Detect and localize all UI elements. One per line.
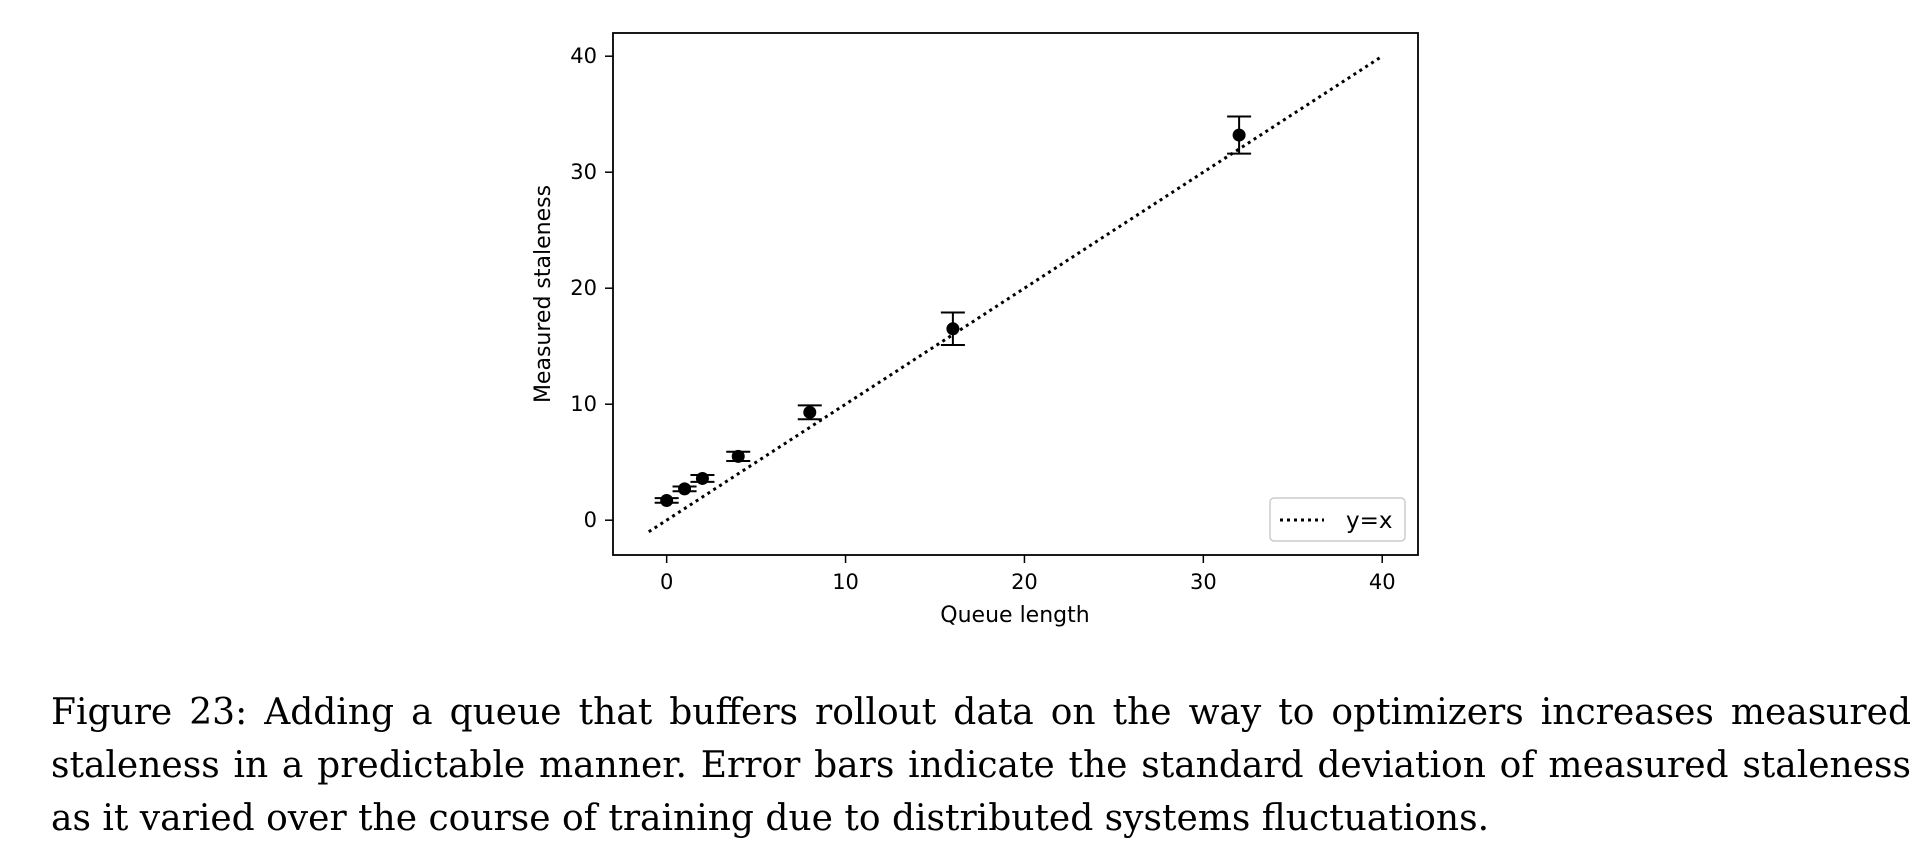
data-point [1232,128,1246,142]
staleness-chart: 0 10 20 30 40 0 10 20 30 40 Queue length Measured… [531,32,1419,628]
figure-caption: Figure 23: Adding a queue that buffers r… [51,692,1911,839]
legend-label-y-equals-x: y=x [1346,508,1393,534]
x-tick-label: 0 [660,570,673,594]
plot-frame [612,32,1419,556]
y-axis-label: Measured staleness [531,185,556,403]
data-point [678,482,692,496]
legend: y=x [1269,497,1406,542]
x-tick-label: 20 [1011,570,1038,594]
y-tick-label: 30 [570,160,597,184]
data-point [946,322,960,336]
data-point [803,405,817,419]
data-point [731,449,745,463]
x-axis-label: Queue length [940,603,1089,628]
y-tick-label: 0 [584,508,597,532]
y-tick-label: 40 [570,44,597,68]
y-tick-label: 10 [570,392,597,416]
y-tick-label: 20 [570,276,597,300]
series-line-y-equals-x [647,54,1384,534]
x-tick-label: 10 [832,570,859,594]
data-point [660,493,674,507]
data-point [695,471,709,485]
x-tick-label: 30 [1190,570,1217,594]
legend-box [1269,497,1406,542]
x-tick-label: 40 [1369,570,1396,594]
